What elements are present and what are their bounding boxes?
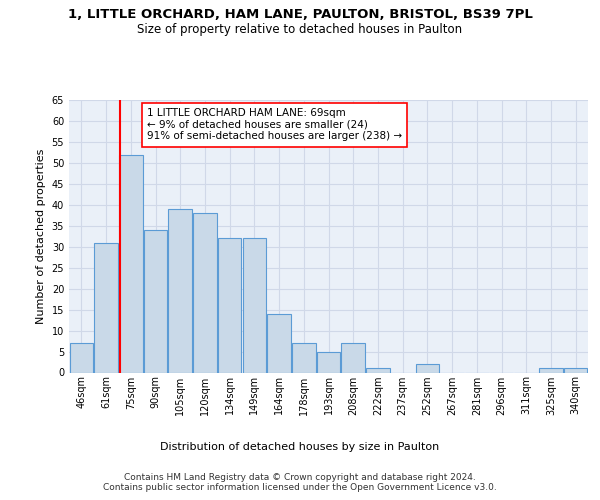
Bar <box>539 368 563 372</box>
Bar <box>218 238 241 372</box>
Bar <box>193 213 217 372</box>
Bar <box>70 343 93 372</box>
Bar <box>169 209 192 372</box>
Bar <box>119 154 143 372</box>
Bar <box>317 352 340 372</box>
Bar <box>564 368 587 372</box>
Bar <box>144 230 167 372</box>
Bar <box>242 238 266 372</box>
Text: Size of property relative to detached houses in Paulton: Size of property relative to detached ho… <box>137 22 463 36</box>
Text: Distribution of detached houses by size in Paulton: Distribution of detached houses by size … <box>160 442 440 452</box>
Bar <box>268 314 291 372</box>
Y-axis label: Number of detached properties: Number of detached properties <box>36 148 46 324</box>
Text: 1, LITTLE ORCHARD, HAM LANE, PAULTON, BRISTOL, BS39 7PL: 1, LITTLE ORCHARD, HAM LANE, PAULTON, BR… <box>68 8 532 20</box>
Bar <box>94 242 118 372</box>
Bar <box>341 343 365 372</box>
Bar <box>416 364 439 372</box>
Bar <box>292 343 316 372</box>
Text: 1 LITTLE ORCHARD HAM LANE: 69sqm
← 9% of detached houses are smaller (24)
91% of: 1 LITTLE ORCHARD HAM LANE: 69sqm ← 9% of… <box>147 108 402 142</box>
Text: Contains HM Land Registry data © Crown copyright and database right 2024.
Contai: Contains HM Land Registry data © Crown c… <box>103 472 497 492</box>
Bar <box>366 368 389 372</box>
